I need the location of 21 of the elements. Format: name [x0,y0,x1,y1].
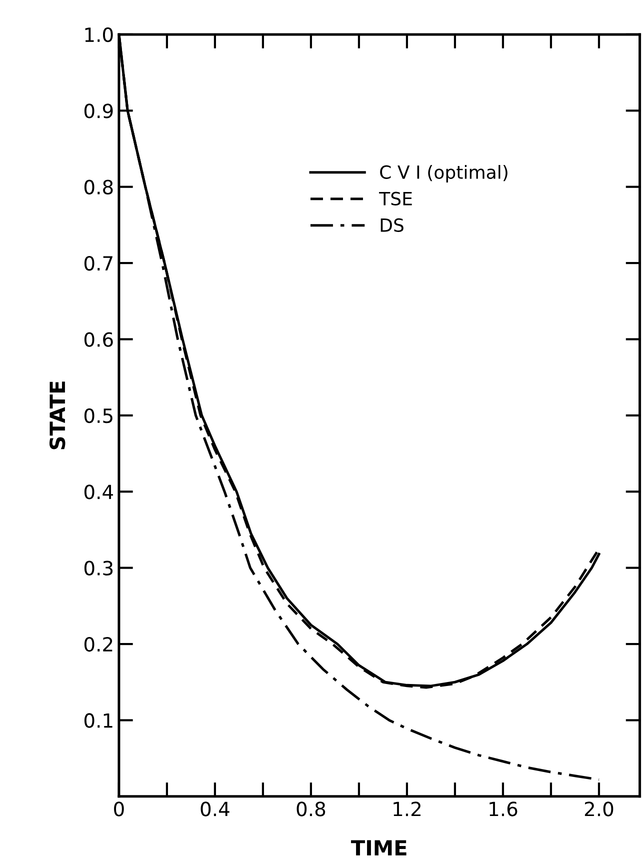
x-tick-label: 0.8 [296,802,326,816]
y-tick-label: 1.0 [85,27,113,42]
y-tick-label: 0.1 [84,713,112,728]
x-tick-label: 1.6 [490,802,518,816]
y-tick-label: 0.5 [84,408,112,424]
legend-label: C V I (optimal) [380,164,508,182]
legend-label: TSE [379,192,412,206]
y-tick-label: 0.8 [84,180,113,194]
y-tick-label: 0.4 [84,484,114,500]
y-tick-label: 0.9 [84,104,113,118]
y-tick-label: 0.3 [84,560,113,576]
x-tick-label: 0 [114,802,124,816]
x-tick-label: 2.0 [584,802,614,816]
y-axis-title: STATE [49,382,66,450]
x-tick-label: 1.2 [394,802,420,816]
legend-label: DS [380,218,404,232]
x-tick-label: 0.4 [200,802,230,816]
y-tick-label: 0.7 [84,256,112,271]
x-axis-title: TIME [351,840,406,856]
y-tick-label: 0.2 [84,636,112,652]
y-tick-label: 0.6 [84,332,113,347]
